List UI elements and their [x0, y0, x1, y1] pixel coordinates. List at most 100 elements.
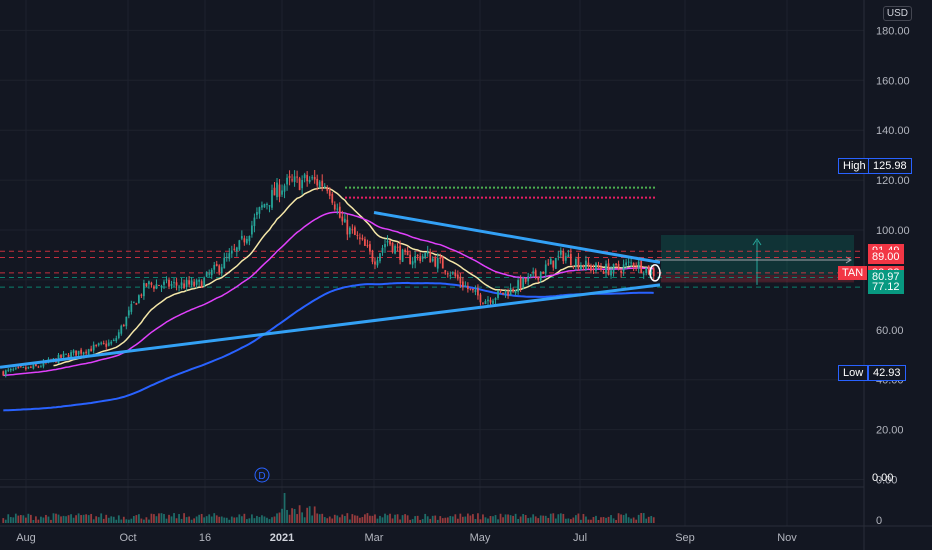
volume-bar [17, 515, 20, 523]
x-tick-label: Jul [573, 532, 587, 544]
volume-bar [343, 516, 346, 523]
volume-bar [200, 513, 203, 523]
y-tick-label: 180.00 [876, 25, 910, 37]
volume-bar [338, 517, 341, 523]
candle-body [421, 256, 424, 259]
volume-bar [112, 516, 115, 523]
volume-bar [547, 517, 550, 523]
price-label: 89.00 [868, 250, 904, 265]
candle-body [291, 179, 293, 181]
time-axis[interactable]: Aug Oct 16 2021 Mar May Jul Sep Nov [16, 532, 797, 544]
candle-body [394, 245, 396, 254]
candle-body [298, 178, 301, 191]
volume-bar [52, 513, 55, 523]
volume-bar [203, 517, 206, 523]
volume-bar [130, 518, 133, 523]
candle-body [303, 174, 306, 179]
volume-bar [494, 515, 497, 523]
volume-bar [14, 513, 17, 523]
volume-bar [62, 515, 65, 523]
volume-bar [215, 515, 218, 523]
candle-body [92, 344, 95, 351]
trendlines[interactable] [0, 211, 661, 369]
long-position-tool[interactable] [655, 234, 854, 285]
volume-bar [645, 518, 648, 523]
candle-body [230, 250, 233, 254]
volume-bar [323, 517, 326, 523]
volume-bar [451, 516, 454, 523]
candle-body [276, 182, 278, 198]
volume-bar [185, 517, 188, 523]
volume-bar [605, 517, 607, 523]
candle-body [509, 287, 512, 296]
volume-bar [178, 514, 180, 523]
candle-body [529, 274, 532, 277]
candle-body [288, 175, 291, 179]
candle-body [487, 299, 489, 302]
volume-bar [328, 516, 331, 523]
volume-bar [499, 513, 502, 523]
volume-bar [361, 517, 364, 523]
volume-bar [4, 519, 7, 523]
candle-body [379, 253, 381, 262]
volume-bar [632, 517, 635, 523]
volume-bar [170, 516, 173, 523]
moving-average-line [3, 281, 654, 412]
candle-body [328, 190, 331, 196]
candle-body [484, 300, 487, 305]
candle-body [605, 263, 607, 273]
candle-body [389, 240, 391, 245]
volume-bar [271, 517, 273, 523]
high-value: 125.98 [868, 158, 912, 175]
candle-body [323, 186, 326, 188]
candle-body [444, 270, 447, 273]
high-label: High [838, 158, 871, 175]
volume-tick-label: 0 [876, 515, 882, 527]
volume-bar [469, 515, 472, 523]
x-tick-label: Mar [365, 532, 384, 544]
volume-bar [479, 519, 482, 523]
candle-body [331, 193, 334, 203]
x-tick-label: Oct [119, 532, 136, 544]
candle-body [153, 286, 155, 289]
volume-bar [258, 517, 261, 523]
candle-body [572, 266, 575, 268]
candle-body [213, 265, 216, 270]
volume-bar [283, 493, 286, 523]
volume-bar [389, 513, 391, 523]
volume-bar [102, 518, 105, 523]
candle-body [552, 260, 555, 268]
candle-body [569, 253, 572, 265]
candle-body [170, 284, 173, 286]
candle-body [35, 363, 37, 367]
volume-bar [12, 517, 15, 523]
candle-body [233, 248, 236, 250]
volume-bar [600, 517, 602, 523]
volume-bar [263, 516, 266, 523]
volume-bar [647, 516, 650, 523]
volume-bar [484, 517, 487, 523]
volume-bar [256, 515, 258, 523]
candle-body [313, 176, 316, 180]
volume-bar [524, 515, 527, 523]
candle-body [70, 352, 72, 358]
candle-body [198, 279, 201, 282]
volume-bar [326, 518, 329, 523]
volume-bar [374, 514, 376, 523]
candle-body [90, 348, 93, 352]
candle-body [524, 278, 527, 282]
volume-bar [379, 515, 381, 523]
candle-body [592, 268, 595, 270]
support-trendline [0, 283, 661, 369]
candle-body [582, 265, 585, 268]
candle-body [210, 269, 213, 276]
volume-bar [416, 515, 419, 523]
currency-button[interactable]: USD [882, 6, 912, 21]
candle-body [143, 283, 145, 297]
dividend-icon-label: D [258, 471, 265, 482]
candle-body [544, 264, 547, 274]
volume-bar [404, 514, 406, 523]
candle-body [351, 229, 354, 231]
